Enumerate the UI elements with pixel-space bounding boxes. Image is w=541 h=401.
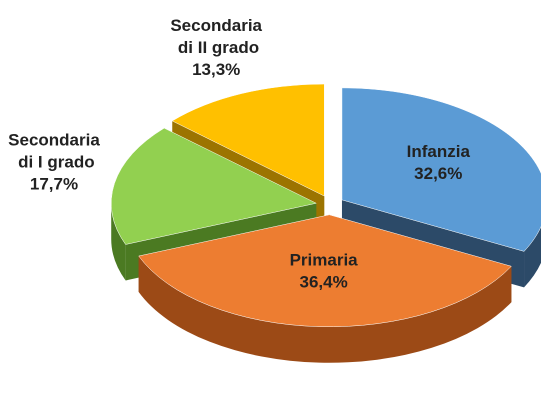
slice-side <box>524 226 541 288</box>
value-label: 13,3% <box>192 60 240 79</box>
slice <box>341 87 541 252</box>
value-label: 32,6% <box>414 164 462 183</box>
slice-label: Secondaria di I grado <box>8 130 100 171</box>
value-label: 17,7% <box>30 174 78 193</box>
slice <box>138 214 512 328</box>
slice <box>171 83 325 197</box>
slice-label: Secondaria di II grado <box>170 16 262 57</box>
slice-label: Infanzia <box>407 142 471 161</box>
slice-side <box>111 203 126 281</box>
value-label: 36,4% <box>300 272 348 291</box>
slice-side <box>138 256 512 363</box>
slice-label: Primaria <box>290 250 359 269</box>
slice <box>110 127 317 245</box>
